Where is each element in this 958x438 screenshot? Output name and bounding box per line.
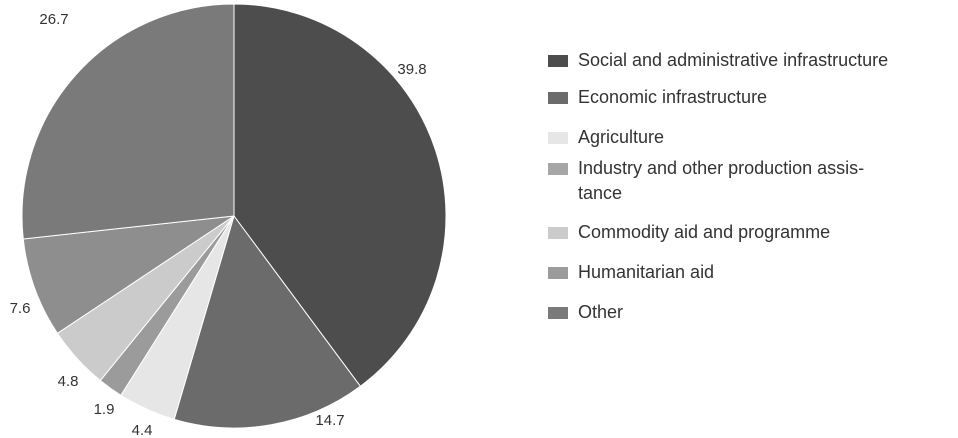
legend-label: Agriculture (578, 127, 665, 147)
pie-slice-social-and-administrative-infrastructure (233, 3, 447, 387)
legend-item-economic-infrastructure: Economic infrastructure (548, 85, 953, 125)
slice-value-label: 26.7 (39, 11, 68, 28)
legend-item-industry: Industry and other production assis- tan… (548, 156, 953, 220)
legend-item-agriculture: Agriculture (548, 125, 953, 156)
legend-swatch (548, 307, 568, 319)
slice-value-label: 4.4 (132, 422, 153, 438)
legend-swatch (548, 132, 568, 144)
pie-slice-other (21, 3, 235, 240)
pie-slice-economic-infrastructure (173, 214, 362, 429)
legend-label: Other (578, 302, 624, 322)
pie-chart: 39.8 14.7 4.4 1.9 4.8 7.6 26.7 (10, 3, 447, 438)
legend-label: Economic infrastructure (578, 87, 768, 107)
legend-item-other: Other (548, 300, 953, 330)
slice-value-label: 14.7 (315, 412, 344, 429)
legend-label: Commodity aid and programme (578, 222, 831, 242)
legend-swatch (548, 163, 568, 175)
slice-value-label: 39.8 (397, 61, 426, 78)
legend-label: Humanitarian aid (578, 262, 715, 282)
legend-item-social-infrastructure: Social and administrative infrastructure (548, 48, 953, 85)
legend-swatch (548, 55, 568, 67)
slice-value-label: 4.8 (58, 373, 79, 390)
chart-legend: Social and administrative infrastructure… (548, 48, 953, 330)
slice-value-label: 7.6 (10, 300, 31, 317)
legend-item-commodity-aid: Commodity aid and programme (548, 220, 953, 260)
legend-swatch (548, 92, 568, 104)
pie-slice-humanitarian-aid (22, 215, 235, 335)
slice-value-label: 1.9 (94, 401, 115, 418)
legend-label: Social and administrative infrastructure (578, 50, 889, 70)
legend-swatch (548, 267, 568, 279)
legend-swatch (548, 227, 568, 239)
legend-label: Industry and other production assis- tan… (578, 158, 865, 203)
legend-item-humanitarian-aid: Humanitarian aid (548, 260, 953, 300)
